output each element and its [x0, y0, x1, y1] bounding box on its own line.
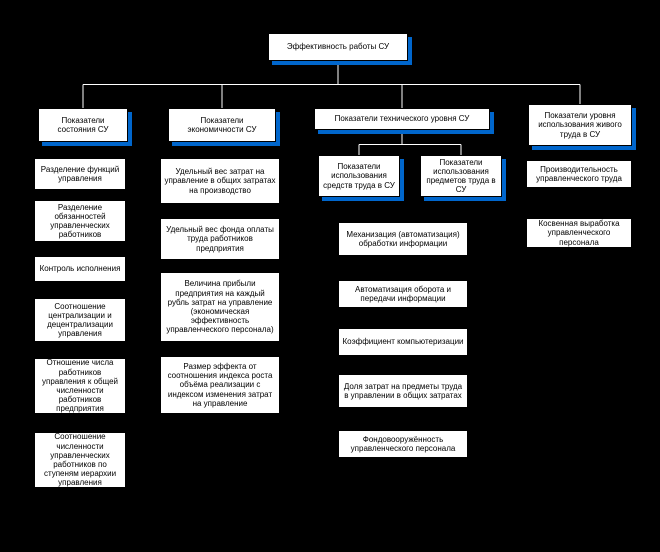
node-label: Удельный вес фонда оплаты труда работник… — [164, 225, 276, 253]
node-label: Доля затрат на предметы труда в управлен… — [342, 382, 464, 400]
tree-node-a1: Показатели состояния СУ — [38, 108, 128, 142]
tree-node-c1_3: Контроль исполнения — [34, 256, 126, 282]
tree-node-a2: Показатели экономичности СУ — [168, 108, 276, 142]
tree-node-c3_3: Коэффициент компьютеризации — [338, 328, 468, 356]
tree-node-c4_2: Косвенная выработка управленческого перс… — [526, 218, 632, 248]
tree-node-root: Эффективность работы СУ — [268, 33, 408, 61]
node-label: Удельный вес затрат на управление в общи… — [164, 167, 276, 195]
node-label: Соотношение численности управленческих р… — [38, 432, 122, 487]
node-label: Показатели использования средств труда в… — [322, 162, 396, 190]
node-label: Показатели экономичности СУ — [172, 116, 272, 134]
tree-node-c2_3: Величина прибыли предприятия на каждый р… — [160, 272, 280, 342]
node-label: Отношение числа работников управления к … — [38, 358, 122, 413]
node-label: Механизация (автоматизация) обработки ин… — [342, 230, 464, 248]
tree-node-c3_5: Фондовооружённость управленческого персо… — [338, 430, 468, 458]
tree-node-a4: Показатели уровня использования живого т… — [528, 104, 632, 146]
tree-node-c3_1: Механизация (автоматизация) обработки ин… — [338, 222, 468, 256]
tree-node-a3: Показатели технического уровня СУ — [314, 108, 490, 130]
node-label: Фондовооружённость управленческого персо… — [342, 435, 464, 453]
tree-node-c4_1: Производительность управленческого труда — [526, 160, 632, 188]
node-label: Разделение функций управления — [38, 165, 122, 183]
node-label: Производительность управленческого труда — [530, 165, 628, 183]
tree-node-b2: Показатели использования предметов труда… — [420, 155, 502, 197]
node-label: Показатели состояния СУ — [42, 116, 124, 134]
node-label: Косвенная выработка управленческого перс… — [530, 219, 628, 247]
node-label: Размер эффекта от соотношения индекса ро… — [164, 362, 276, 408]
tree-node-c1_2: Разделение обязанностей управленческих р… — [34, 200, 126, 242]
node-label: Показатели уровня использования живого т… — [532, 111, 628, 139]
node-label: Показатели использования предметов труда… — [424, 158, 498, 195]
tree-node-c2_2: Удельный вес фонда оплаты труда работник… — [160, 218, 280, 260]
tree-node-c1_6: Соотношение численности управленческих р… — [34, 432, 126, 488]
node-label: Величина прибыли предприятия на каждый р… — [164, 279, 276, 334]
tree-node-c1_1: Разделение функций управления — [34, 158, 126, 190]
tree-node-c3_2: Автоматизация оборота и передачи информа… — [338, 280, 468, 308]
node-label: Эффективность работы СУ — [272, 42, 404, 51]
node-label: Показатели технического уровня СУ — [318, 114, 486, 123]
node-label: Разделение обязанностей управленческих р… — [38, 203, 122, 240]
diagram-canvas: Эффективность работы СУ Показатели состоя… — [0, 0, 660, 552]
tree-node-c1_5: Отношение числа работников управления к … — [34, 358, 126, 414]
tree-node-c3_4: Доля затрат на предметы труда в управлен… — [338, 374, 468, 408]
node-label: Контроль исполнения — [38, 264, 122, 273]
node-label: Автоматизация оборота и передачи информа… — [342, 285, 464, 303]
tree-node-c1_4: Соотношение централизации и децентрализа… — [34, 298, 126, 342]
node-label: Соотношение централизации и децентрализа… — [38, 302, 122, 339]
tree-node-b1: Показатели использования средств труда в… — [318, 155, 400, 197]
node-label: Коэффициент компьютеризации — [342, 337, 464, 346]
tree-node-c2_4: Размер эффекта от соотношения индекса ро… — [160, 356, 280, 414]
tree-node-c2_1: Удельный вес затрат на управление в общи… — [160, 158, 280, 204]
